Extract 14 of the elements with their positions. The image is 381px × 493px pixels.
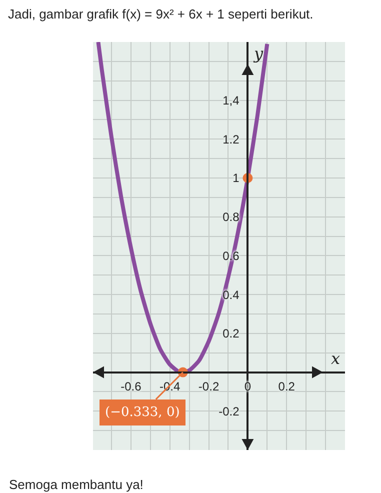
chart-title: Jadi, gambar grafik f(x) = 9x² + 6x + 1 seperti berikut. — [8, 6, 314, 22]
x-axis-title: x — [331, 349, 340, 368]
x-tick-label: -0.2 — [198, 380, 220, 394]
annotation: (−0.333, 0) — [105, 405, 180, 420]
y-tick-label: 1,4 — [222, 93, 240, 108]
y-tick-label: 1.2 — [222, 132, 240, 146]
y-tick-label: 0.2 — [222, 326, 240, 341]
x-tick-label: -0.6 — [120, 380, 142, 394]
y-tick-label: -0.2 — [218, 404, 240, 418]
y-axis-title: y — [253, 44, 264, 63]
x-tick-label: 0.2 — [278, 380, 296, 394]
y-tick-label: 0.8 — [222, 210, 240, 224]
y-tick-label: 1 — [232, 171, 240, 186]
text: Semoga membantu ya! — [9, 477, 144, 492]
